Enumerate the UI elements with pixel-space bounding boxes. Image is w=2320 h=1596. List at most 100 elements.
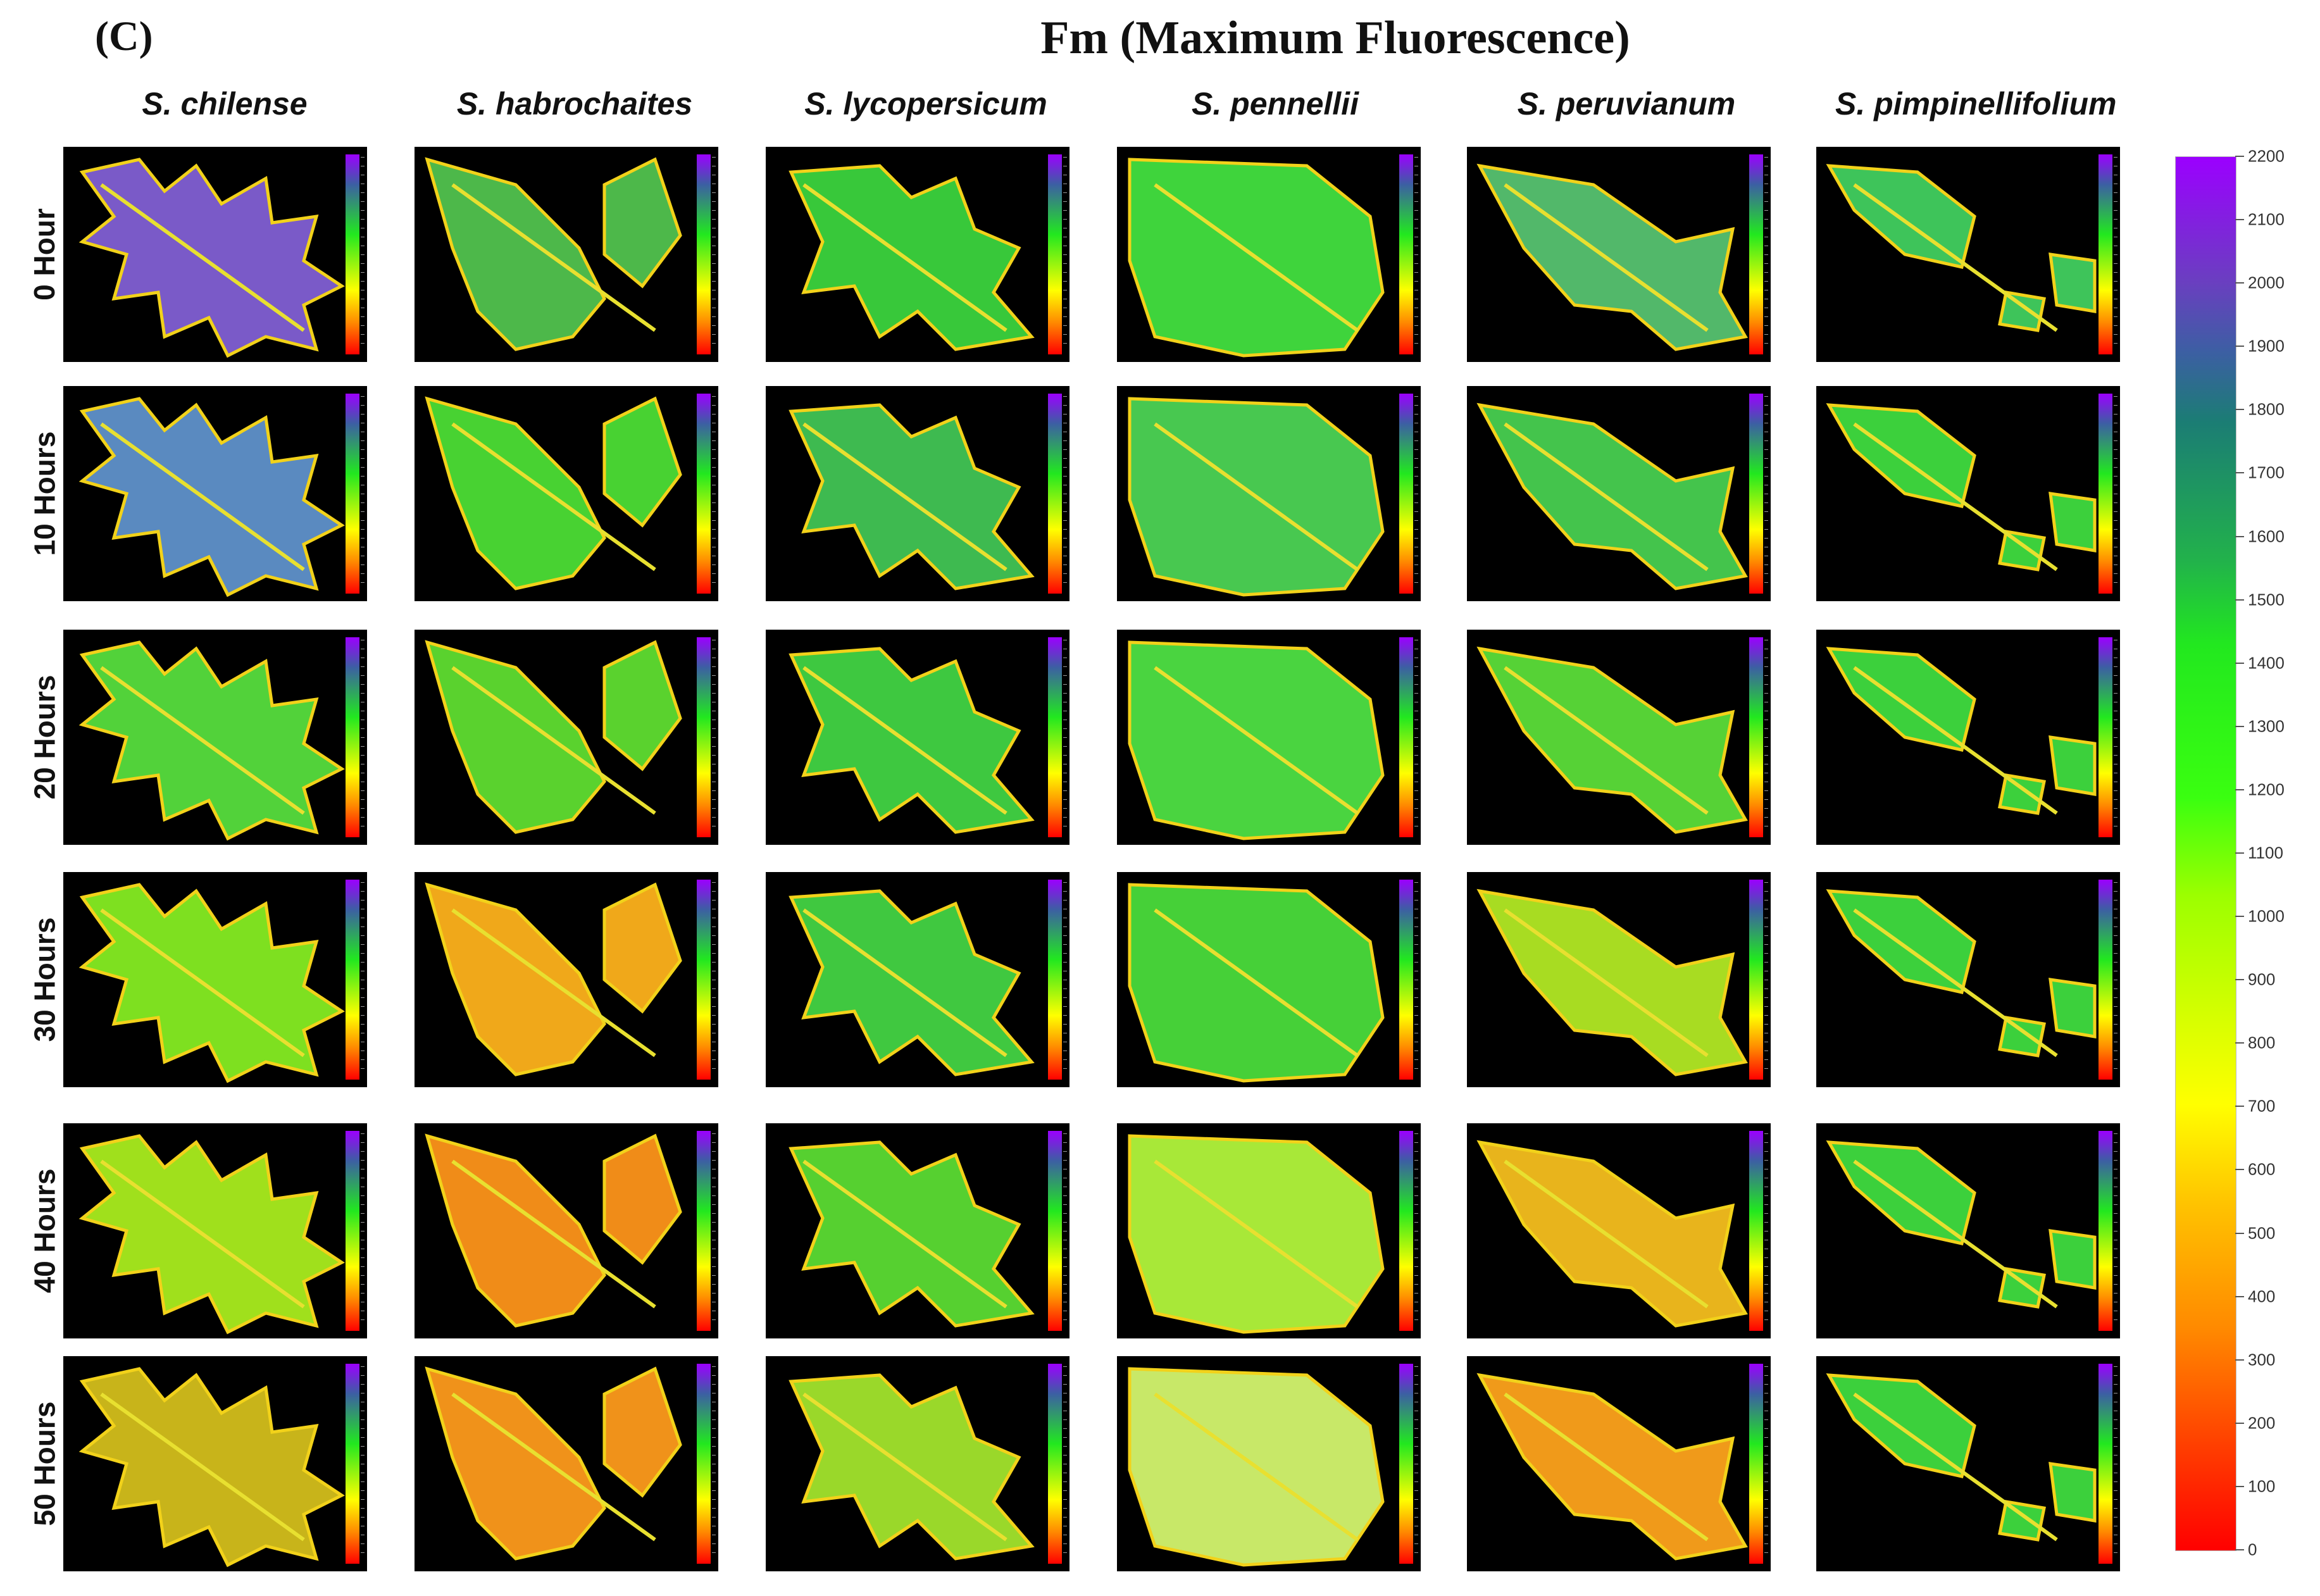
leaf-vein xyxy=(1504,1392,1709,1542)
leaf-vein xyxy=(802,908,1007,1057)
colorbar-tick xyxy=(2235,1485,2244,1487)
leaf-shape xyxy=(78,1134,345,1335)
species-header-peruvianum: S. peruvianum xyxy=(1517,86,1736,122)
colorbar-tick xyxy=(2235,156,2244,157)
leaf-shape xyxy=(425,157,682,351)
species-header-lycopersicum: S. lycopersicum xyxy=(804,86,1047,122)
leaf-vein xyxy=(100,666,305,815)
tile-colorbar-ticks xyxy=(1764,157,1768,352)
leaf-image xyxy=(789,403,1035,590)
leaf-image xyxy=(78,158,345,358)
tile-colorbar-ticks xyxy=(361,882,365,1077)
tile-colorbar xyxy=(1749,154,1763,354)
leaf-vein xyxy=(1504,183,1709,332)
fluorescence-image-0-2 xyxy=(63,630,367,845)
leaf-shape xyxy=(1826,403,2097,571)
fluorescence-image-5-5 xyxy=(1816,1356,2120,1571)
colorbar-tick-label: 1700 xyxy=(2248,463,2285,482)
colorbar-tick-label: 200 xyxy=(2248,1413,2276,1433)
colorbar-tick-label: 2000 xyxy=(2248,273,2285,292)
leaf-vein xyxy=(1154,183,1359,332)
colorbar-tick xyxy=(2235,1106,2244,1107)
leaf-image xyxy=(1128,1134,1385,1334)
tile-colorbar-ticks xyxy=(712,1366,716,1561)
fluorescence-image-0-1 xyxy=(63,386,367,601)
row-label-50h: 50 Hours xyxy=(28,1401,61,1526)
colorbar-tick-label: 0 xyxy=(2248,1540,2257,1559)
leaf-image xyxy=(1476,1140,1748,1328)
fluorescence-image-1-4 xyxy=(415,1123,718,1338)
leaf-shape xyxy=(1476,163,1748,351)
tile-colorbar xyxy=(346,637,359,837)
tile-colorbar-ticks xyxy=(1063,396,1067,591)
leaf-vein xyxy=(1504,422,1709,571)
fluorescence-image-1-3 xyxy=(415,872,718,1087)
leaf-vein xyxy=(451,666,656,815)
row-label-20h: 20 Hours xyxy=(28,675,61,800)
leaf-shape xyxy=(1476,888,1748,1076)
leaf-vein xyxy=(1504,908,1709,1057)
fluorescence-image-1-0 xyxy=(415,147,718,362)
leaf-image xyxy=(789,1140,1035,1328)
leaf-vein xyxy=(1154,1392,1359,1542)
colorbar-tick xyxy=(2235,282,2244,284)
tile-colorbar xyxy=(1399,394,1413,594)
leaf-image xyxy=(78,883,345,1083)
colorbar-tick xyxy=(2235,852,2244,854)
leaf-image xyxy=(1826,164,2097,332)
fluorescence-image-1-1 xyxy=(415,386,718,601)
leaf-image xyxy=(789,647,1035,834)
tile-colorbar-ticks xyxy=(361,640,365,835)
colorbar-tick xyxy=(2235,662,2244,664)
leaf-shape xyxy=(78,1367,345,1568)
tile-colorbar xyxy=(1048,394,1062,594)
colorbar-tick-label: 400 xyxy=(2248,1287,2276,1306)
tile-colorbar xyxy=(2099,880,2112,1080)
fluorescence-image-3-2 xyxy=(1117,630,1421,845)
tile-colorbar xyxy=(697,637,711,837)
tile-colorbar xyxy=(697,394,711,594)
fluorescence-image-3-1 xyxy=(1117,386,1421,601)
colorbar-tick-label: 600 xyxy=(2248,1159,2276,1179)
leaf-vein xyxy=(451,908,656,1057)
figure-title: Fm (Maximum Fluorescence) xyxy=(1040,12,1630,64)
leaf-shape xyxy=(1826,889,2097,1057)
tile-colorbar-ticks xyxy=(712,1133,716,1328)
fluorescence-image-1-5 xyxy=(415,1356,718,1571)
leaf-image xyxy=(1128,397,1385,597)
fluorescence-image-1-2 xyxy=(415,630,718,845)
fluorescence-image-3-4 xyxy=(1117,1123,1421,1338)
tile-colorbar-ticks xyxy=(1063,1366,1067,1561)
fm-colorbar xyxy=(2175,156,2236,1551)
leaf-vein xyxy=(1154,1159,1359,1309)
leaf-vein xyxy=(451,183,656,332)
fluorescence-image-4-4 xyxy=(1467,1123,1771,1338)
colorbar-tick xyxy=(2235,1042,2244,1044)
leaf-image xyxy=(1128,640,1385,840)
colorbar-tick-label: 700 xyxy=(2248,1096,2276,1116)
colorbar-tick-label: 2200 xyxy=(2248,146,2285,166)
leaf-shape xyxy=(1476,1140,1748,1328)
leaf-shape xyxy=(1476,646,1748,834)
tile-colorbar xyxy=(2099,1131,2112,1331)
species-header-habrochaites: S. habrochaites xyxy=(456,86,693,122)
tile-colorbar xyxy=(2099,154,2112,354)
fluorescence-image-5-0 xyxy=(1816,147,2120,362)
tile-colorbar-ticks xyxy=(712,396,716,591)
leaf-image xyxy=(78,1367,345,1568)
leaf-shape xyxy=(1476,402,1748,590)
fluorescence-image-5-1 xyxy=(1816,386,2120,601)
colorbar-tick-label: 1200 xyxy=(2248,780,2285,799)
leaf-shape xyxy=(1476,1373,1748,1561)
leaf-image xyxy=(1826,1140,2097,1309)
leaf-image xyxy=(1476,402,1748,590)
tile-colorbar xyxy=(697,880,711,1080)
row-label-30h: 30 Hours xyxy=(28,917,61,1042)
colorbar-tick xyxy=(2235,219,2244,221)
fluorescence-image-5-3 xyxy=(1816,872,2120,1087)
leaf-shape xyxy=(425,1133,682,1328)
fluorescence-image-2-4 xyxy=(766,1123,1070,1338)
tile-colorbar xyxy=(1399,637,1413,837)
leaf-image xyxy=(425,1133,682,1328)
leaf-vein xyxy=(1853,422,2058,571)
